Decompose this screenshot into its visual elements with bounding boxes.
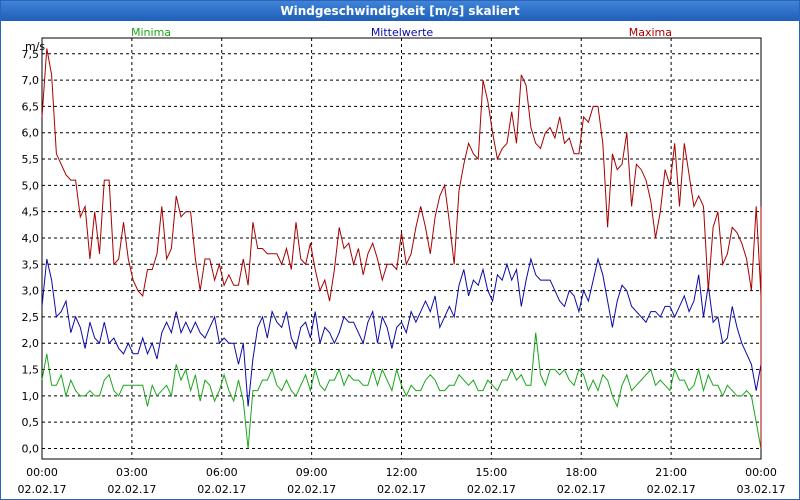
x-tick-time: 21:00 [655,466,687,479]
y-axis: 0,0 0,5 1,0 1,5 2,0 2,5 3,0 3,5 4,0 4,5 5,0 5,5 6,0 6… [22,48,40,456]
y-tick-label: 7,0 [22,74,40,87]
y-tick-label: 4,5 [22,206,40,219]
x-tick-date: 02.02.17 [107,483,156,496]
y-tick-label: 7,5 [22,48,40,61]
x-axis: 00:00 02.02.17 03:00 02.02.17 06:00 02.02.17 0… [18,466,786,496]
x-tick-time: 06:00 [206,466,238,479]
legend-maxima: Maxima [629,26,672,39]
x-tick-date: 03.02.17 [737,483,786,496]
x-tick-time: 12:00 [386,466,418,479]
legend-minima: Minima [131,26,171,39]
y-tick-label: 5,0 [22,179,40,192]
y-tick-label: 3,0 [22,285,40,298]
series-line-mittelwerte [41,257,762,449]
y-tick-label: 1,0 [22,390,40,403]
x-tick-time: 18:00 [565,466,597,479]
x-tick-time: 00:00 [745,466,777,479]
y-tick-label: 6,5 [22,100,40,113]
y-tick-label: 0,5 [22,416,40,429]
y-tick-label: 0,0 [22,442,40,455]
y-tick-label: 1,5 [22,364,40,377]
x-tick-date: 02.02.17 [197,483,246,496]
legend: Minima Mittelwerte Maxima [131,26,672,39]
y-tick-label: 2,0 [22,337,40,350]
series-lines [41,48,762,449]
window-title: Windgeschwindigkeit [m/s] skaliert [1,1,799,21]
wind-speed-chart: 0,0 0,5 1,0 1,5 2,0 2,5 3,0 3,5 4,0 4,5 5,0 5,5 6,0 6… [18,26,786,496]
y-tick-label: 2,5 [22,311,40,324]
x-tick-date: 02.02.17 [18,483,67,496]
x-tick-date: 02.02.17 [377,483,426,496]
x-tick-date: 02.02.17 [287,483,336,496]
series-line-maxima [41,48,762,449]
legend-mittelwerte: Mittelwerte [371,26,434,39]
y-tick-label: 4,0 [22,232,40,245]
x-tick-date: 02.02.17 [557,483,606,496]
y-axis-label: m/s [25,40,45,53]
y-tick-label: 5,5 [22,153,40,166]
x-tick-time: 00:00 [26,466,58,479]
y-tick-label: 6,0 [22,127,40,140]
x-tick-time: 03:00 [116,466,148,479]
x-tick-time: 15:00 [476,466,508,479]
x-tick-time: 09:00 [296,466,328,479]
x-tick-date: 02.02.17 [647,483,696,496]
series-line-minima [41,332,762,449]
x-tick-date: 02.02.17 [467,483,516,496]
y-tick-label: 3,5 [22,258,40,271]
